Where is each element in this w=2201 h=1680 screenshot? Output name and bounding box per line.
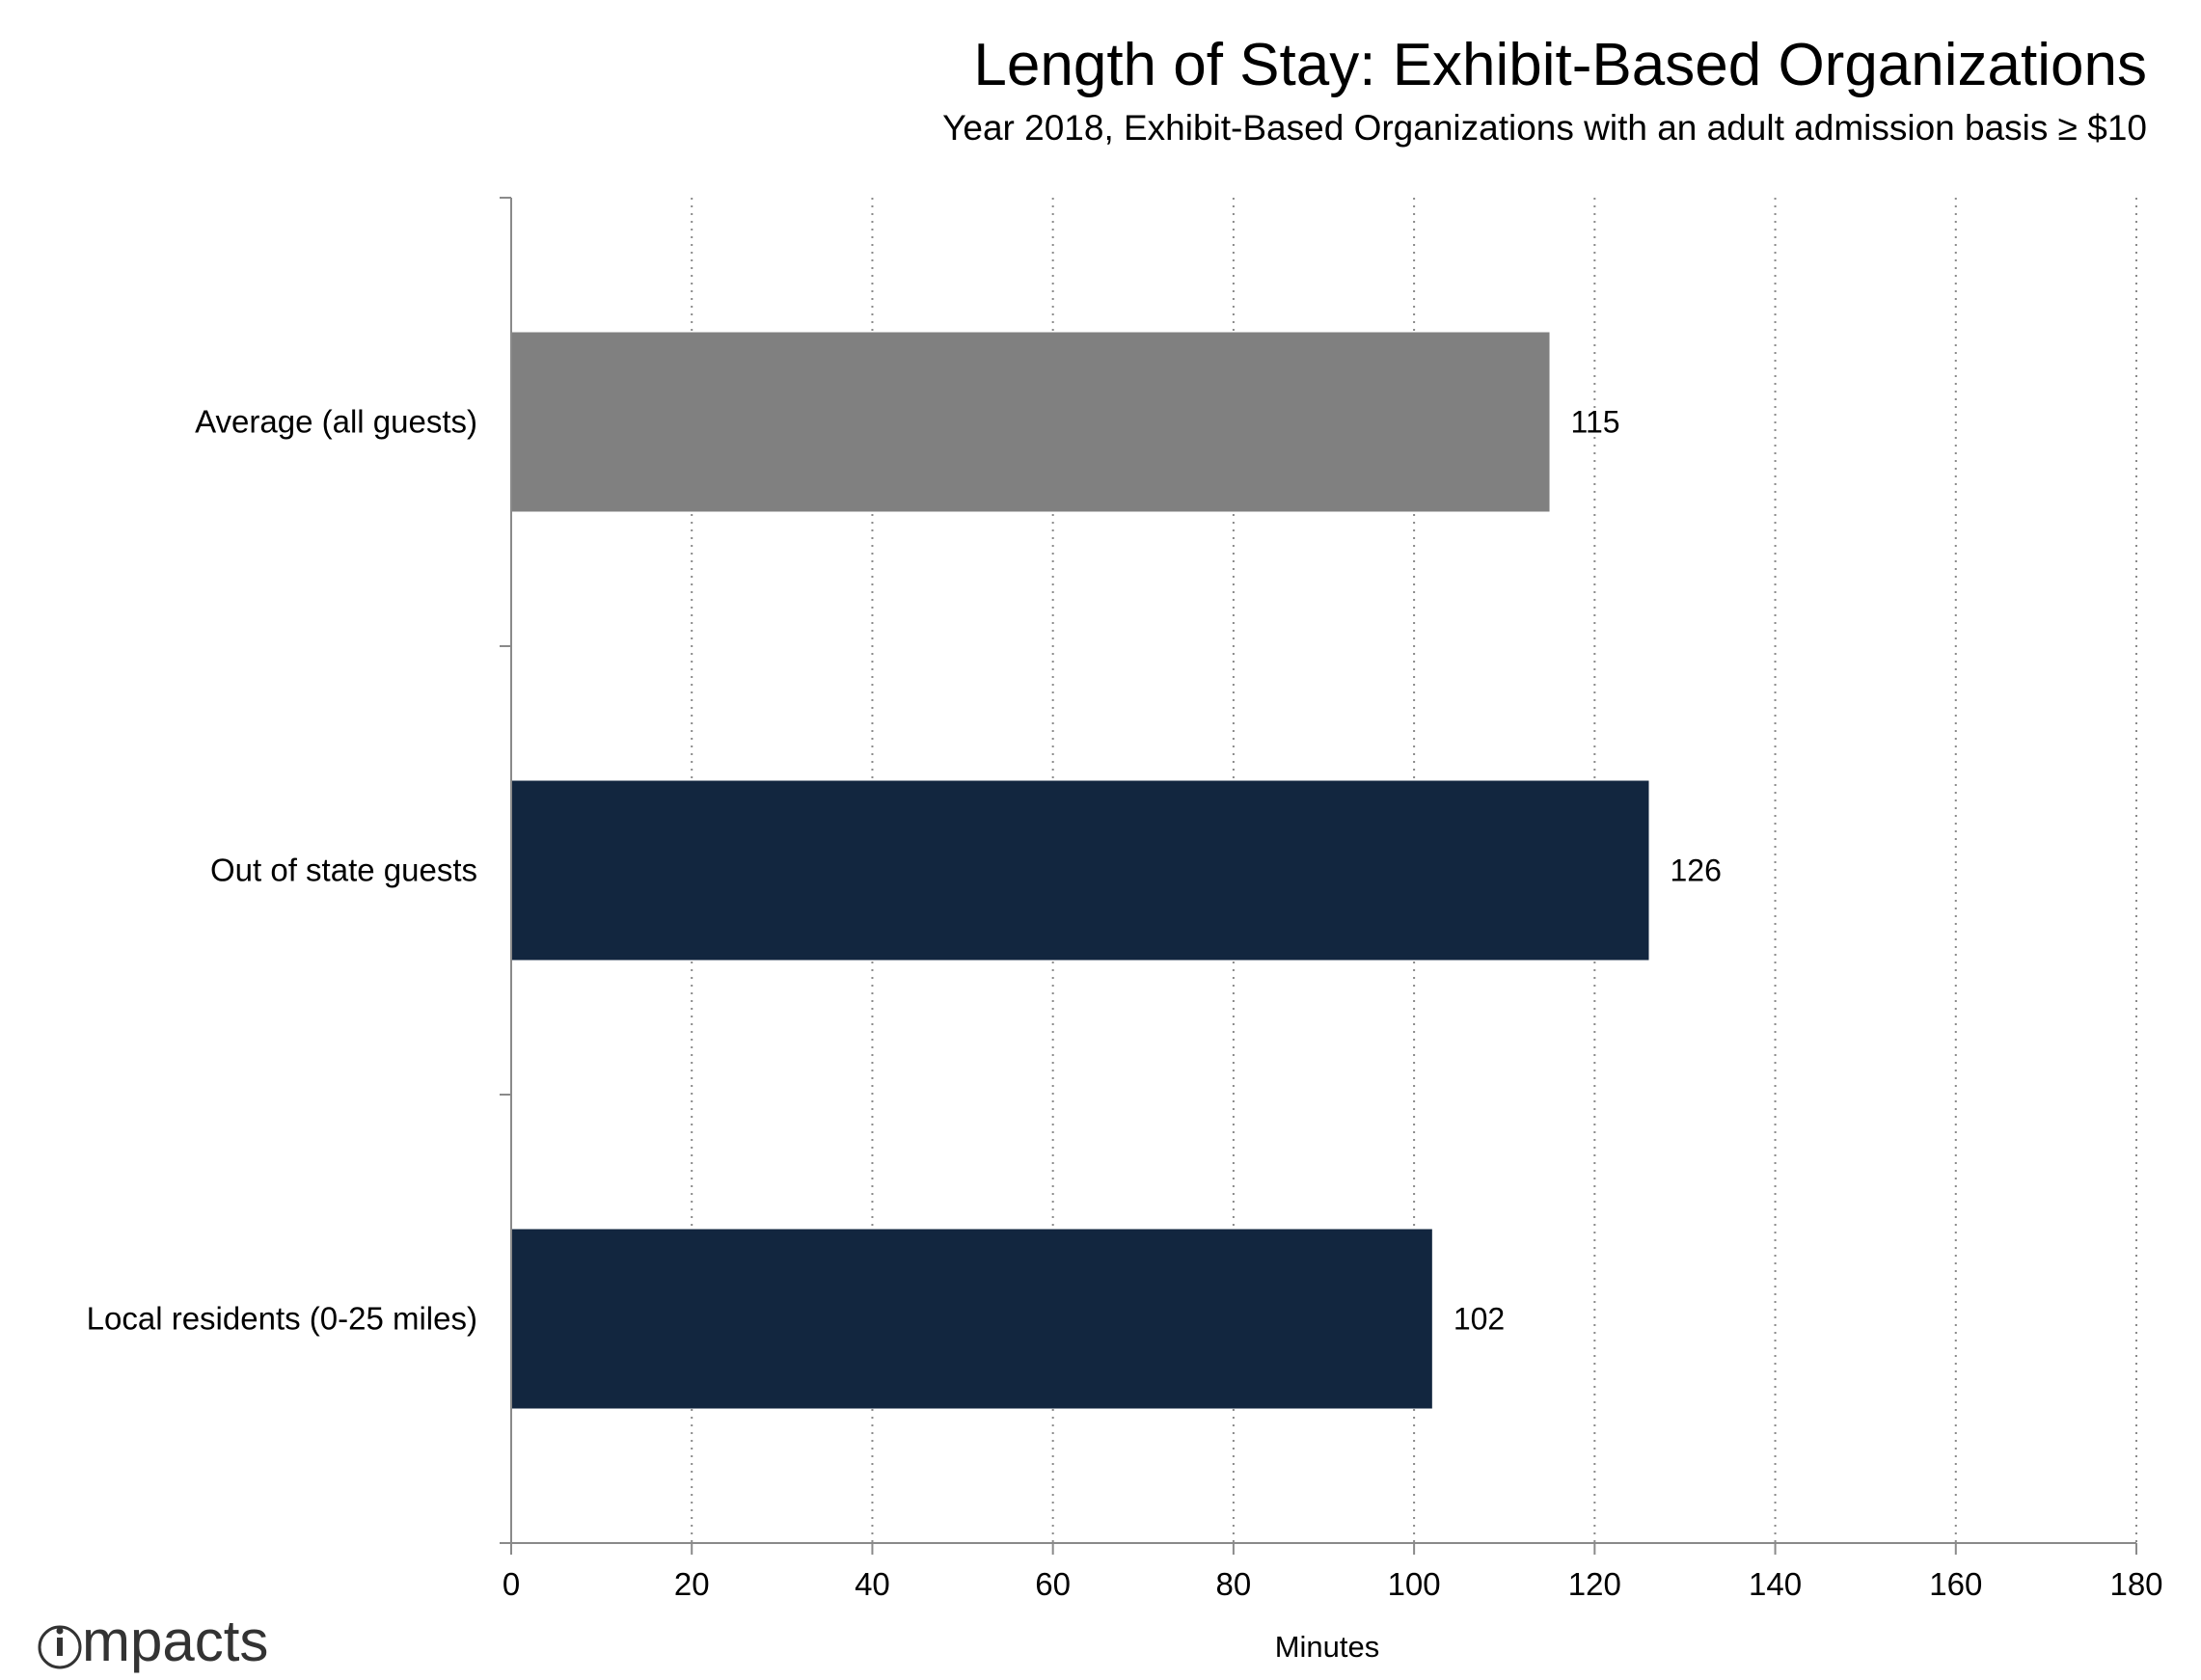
x-tick-label-80: 80	[1216, 1566, 1252, 1602]
bar-0	[511, 332, 1550, 512]
x-axis-title: Minutes	[1275, 1630, 1380, 1664]
axes	[500, 197, 2137, 1555]
category-labels: Average (all guests) Out of state guests L…	[87, 404, 477, 1337]
x-tick-label-120: 120	[1568, 1566, 1621, 1602]
logo-circle-icon	[38, 1625, 82, 1669]
data-labels: 115 126 102	[1454, 405, 1722, 1337]
x-tick-label-180: 180	[2109, 1566, 2162, 1602]
bars	[511, 332, 1649, 1409]
bar-2	[511, 1229, 1432, 1409]
logo-text: mpacts	[82, 1609, 268, 1673]
impacts-logo: mpacts	[38, 1609, 268, 1673]
category-label-0: Average (all guests)	[195, 404, 477, 440]
data-label-1: 126	[1671, 854, 1722, 888]
category-label-1: Out of state guests	[210, 853, 477, 888]
x-tick-label-0: 0	[503, 1566, 520, 1602]
tick-labels: 0 20 40 60 80 100 120 140 160 180	[503, 1566, 2163, 1602]
category-label-2: Local residents (0-25 miles)	[87, 1301, 477, 1337]
x-tick-label-160: 160	[1929, 1566, 1982, 1602]
x-tick-label-140: 140	[1749, 1566, 1802, 1602]
x-tick-label-20: 20	[674, 1566, 710, 1602]
logo-dot-icon	[56, 1627, 64, 1635]
bar-1	[511, 780, 1649, 961]
data-label-2: 102	[1454, 1302, 1505, 1337]
logo-stem-icon	[57, 1638, 63, 1656]
x-tick-label-100: 100	[1388, 1566, 1441, 1602]
x-tick-label-60: 60	[1035, 1566, 1071, 1602]
x-tick-label-40: 40	[855, 1566, 890, 1602]
chart-subtitle: Year 2018, Exhibit-Based Organizations w…	[942, 108, 2147, 148]
chart-title: Length of Stay: Exhibit-Based Organizati…	[973, 32, 2147, 98]
data-label-0: 115	[1571, 405, 1620, 440]
